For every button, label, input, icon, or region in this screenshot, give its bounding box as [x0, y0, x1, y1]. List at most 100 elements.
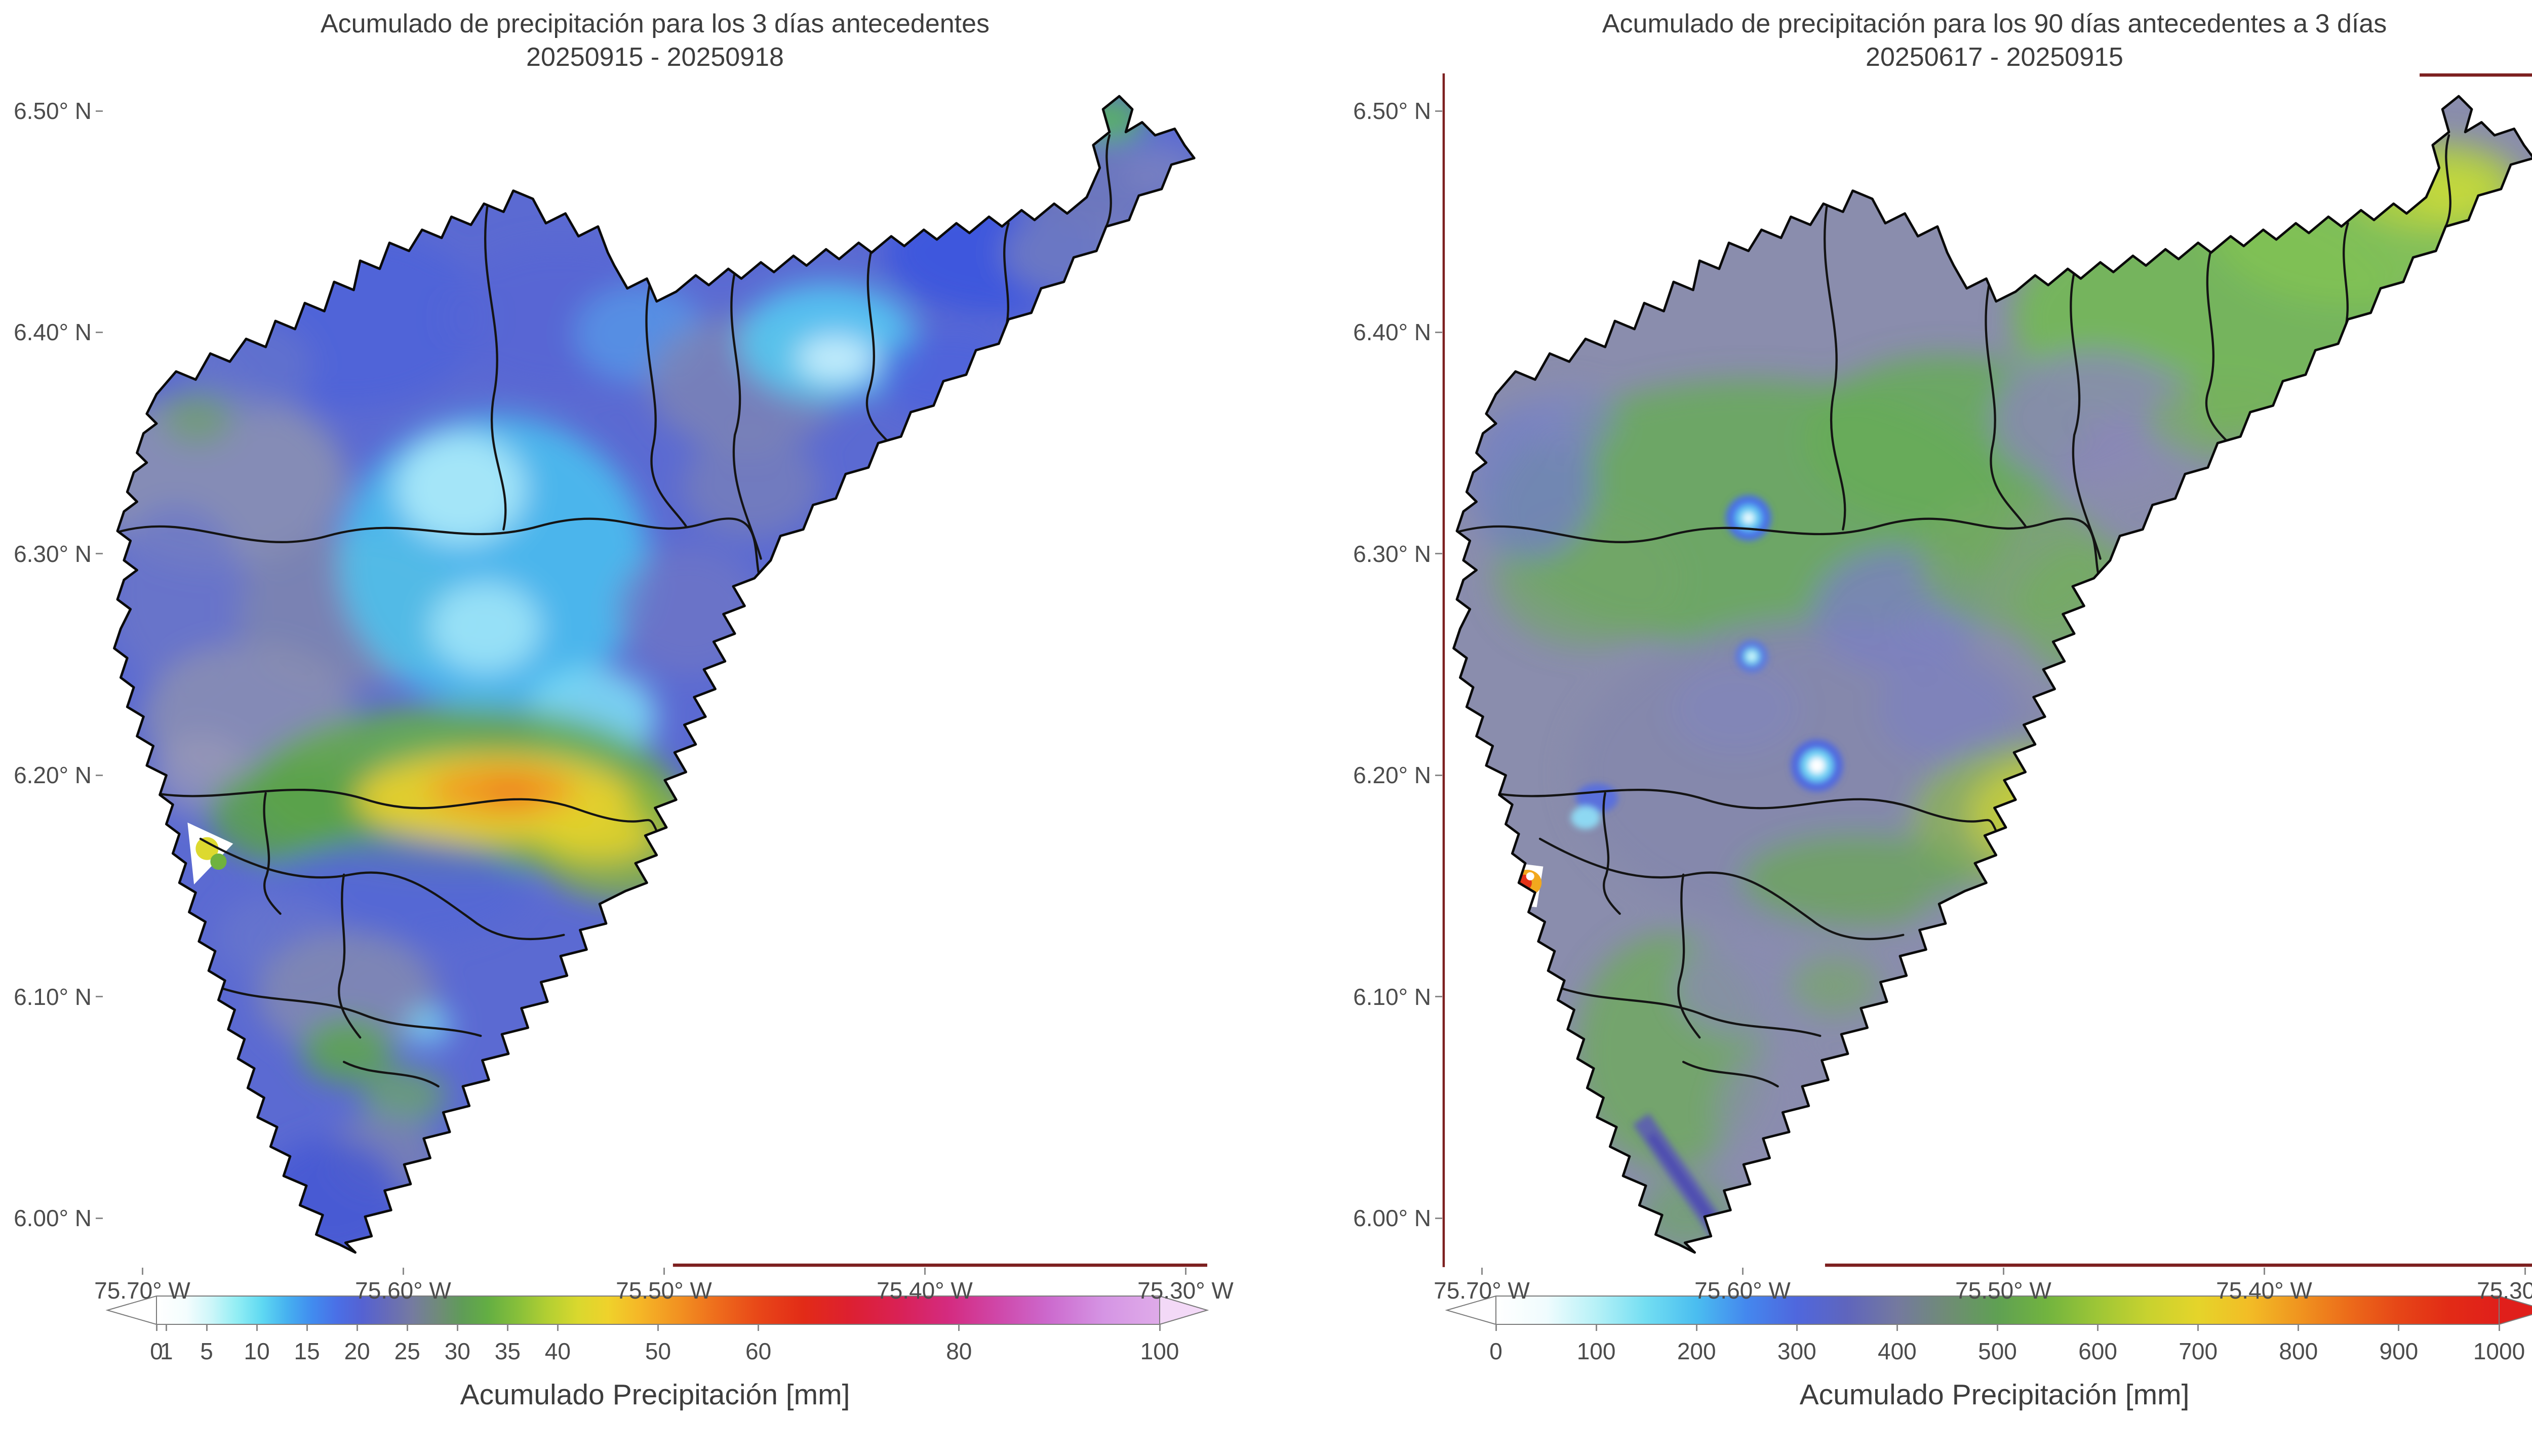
y-tick-label: 6.20° N	[1353, 762, 1431, 789]
map-right	[1442, 73, 2532, 1267]
y-tick-mark	[1435, 1217, 1442, 1219]
colorbar-tick-label: 100	[1140, 1338, 1179, 1364]
colorbar-tick-mark	[356, 1324, 358, 1331]
x-tick-mark	[2263, 1268, 2265, 1275]
colorbar-tick-mark	[1796, 1324, 1798, 1331]
colorbar-tick-mark	[206, 1324, 208, 1331]
colorbar-tick-mark	[406, 1324, 408, 1331]
colorbar-tick-label: 200	[1677, 1338, 1716, 1364]
colorbar-tick-label: 0	[1489, 1338, 1502, 1364]
y-tick-label: 6.40° N	[14, 319, 92, 346]
panel-right-title: Acumulado de precipitación para los 90 d…	[1442, 7, 2532, 74]
colorbar-tick-label: 25	[394, 1338, 420, 1364]
y-tick-label: 6.50° N	[14, 98, 92, 124]
y-tick-label: 6.10° N	[1353, 983, 1431, 1010]
colorbar-left-label: Acumulado Precipitación [mm]	[460, 1379, 850, 1411]
colorbar-tick-mark	[456, 1324, 458, 1331]
colorbar-tick-mark	[506, 1324, 508, 1331]
y-tick-label: 6.20° N	[14, 762, 92, 789]
panel-left-title-line1: Acumulado de precipitación para los 3 dí…	[320, 9, 990, 38]
x-tick-mark	[2524, 1268, 2526, 1275]
colorbar-tick-label: 30	[444, 1338, 470, 1364]
y-tick-mark	[96, 110, 103, 112]
colorbar-tick-label: 50	[645, 1338, 671, 1364]
x-tick-mark	[402, 1268, 404, 1275]
x-tick-label: 75.40° W	[2216, 1277, 2312, 1304]
colorbar-tick-label: 10	[244, 1338, 270, 1364]
colorbar-tick-mark	[155, 1324, 157, 1331]
x-tick-label: 75.40° W	[877, 1277, 973, 1304]
colorbar-tick-label: 20	[344, 1338, 370, 1364]
x-tick-mark	[663, 1268, 665, 1275]
colorbar-tick-mark	[2398, 1324, 2400, 1331]
y-tick-label: 6.30° N	[14, 540, 92, 567]
colorbar-tick-label: 900	[2379, 1338, 2419, 1364]
colorbar-tick-mark	[557, 1324, 559, 1331]
colorbar-tick-mark	[2298, 1324, 2300, 1331]
panel-left-title-line2: 20250915 - 20250918	[526, 43, 784, 72]
colorbar-tick-label: 0	[150, 1338, 163, 1364]
colorbar-tick-mark	[2197, 1324, 2199, 1331]
colorbar-right-over-arrow	[2499, 1296, 2532, 1324]
y-tick-label: 6.30° N	[1353, 540, 1431, 567]
colorbar-tick-mark	[1997, 1324, 1998, 1331]
y-tick-mark	[1435, 331, 1442, 333]
x-tick-label: 75.50° W	[616, 1277, 712, 1304]
y-tick-mark	[1435, 110, 1442, 112]
colorbar-tick-mark	[2097, 1324, 2099, 1331]
x-tick-label: 75.30° W	[2477, 1277, 2532, 1304]
colorbar-tick-mark	[256, 1324, 258, 1331]
no-data-notch-left	[187, 822, 233, 884]
colorbar-tick-mark	[166, 1324, 168, 1331]
colorbar-tick-mark	[1595, 1324, 1597, 1331]
x-tick-mark	[1742, 1268, 1744, 1275]
colorbar-tick-label: 500	[1978, 1338, 2017, 1364]
colorbar-left-over-arrow	[1160, 1296, 1207, 1324]
colorbar-tick-mark	[1695, 1324, 1697, 1331]
colorbar-left	[105, 1296, 1209, 1325]
colorbar-tick-label: 1	[160, 1338, 173, 1364]
x-tick-label: 75.60° W	[1694, 1277, 1791, 1304]
colorbar-tick-mark	[958, 1324, 960, 1331]
y-tick-label: 6.00° N	[1353, 1205, 1431, 1231]
y-tick-mark	[96, 331, 103, 333]
x-tick-mark	[2002, 1268, 2004, 1275]
colorbar-tick-label: 1000	[2473, 1338, 2525, 1364]
colorbar-tick-label: 80	[946, 1338, 972, 1364]
y-tick-mark	[96, 553, 103, 555]
colorbar-tick-label: 800	[2279, 1338, 2318, 1364]
x-tick-mark	[141, 1268, 143, 1275]
colorbar-tick-mark	[1495, 1324, 1497, 1331]
y-tick-label: 6.00° N	[14, 1205, 92, 1231]
colorbar-tick-label: 15	[294, 1338, 320, 1364]
colorbar-tick-mark	[1896, 1324, 1898, 1331]
panel-right-title-line1: Acumulado de precipitación para los 90 d…	[1602, 9, 2387, 38]
colorbar-tick-label: 60	[745, 1338, 772, 1364]
y-tick-label: 6.10° N	[14, 983, 92, 1010]
panel-left-title: Acumulado de precipitación para los 3 dí…	[103, 7, 1207, 74]
x-tick-label: 75.70° W	[1434, 1277, 1530, 1304]
x-tick-mark	[1481, 1268, 1483, 1275]
colorbar-tick-label: 700	[2179, 1338, 2218, 1364]
colorbar-tick-label: 35	[494, 1338, 521, 1364]
colorbar-tick-mark	[758, 1324, 760, 1331]
colorbar-tick-mark	[1159, 1324, 1161, 1331]
y-tick-mark	[96, 996, 103, 998]
y-tick-mark	[1435, 774, 1442, 776]
panel-right-title-line2: 20250617 - 20250915	[1866, 43, 2123, 72]
y-tick-mark	[1435, 553, 1442, 555]
x-tick-label: 75.50° W	[1955, 1277, 2051, 1304]
x-tick-label: 75.70° W	[94, 1277, 190, 1304]
colorbar-tick-label: 40	[544, 1338, 571, 1364]
colorbar-right-label: Acumulado Precipitación [mm]	[1799, 1379, 2190, 1411]
colorbar-tick-label: 600	[2078, 1338, 2117, 1364]
x-tick-label: 75.30° W	[1137, 1277, 1234, 1304]
map-left	[70, 41, 1207, 1267]
y-tick-mark	[96, 1217, 103, 1219]
colorbar-tick-label: 400	[1878, 1338, 1917, 1364]
colorbar-tick-mark	[2498, 1324, 2500, 1331]
y-tick-label: 6.50° N	[1353, 98, 1431, 124]
colorbar-tick-mark	[306, 1324, 308, 1331]
